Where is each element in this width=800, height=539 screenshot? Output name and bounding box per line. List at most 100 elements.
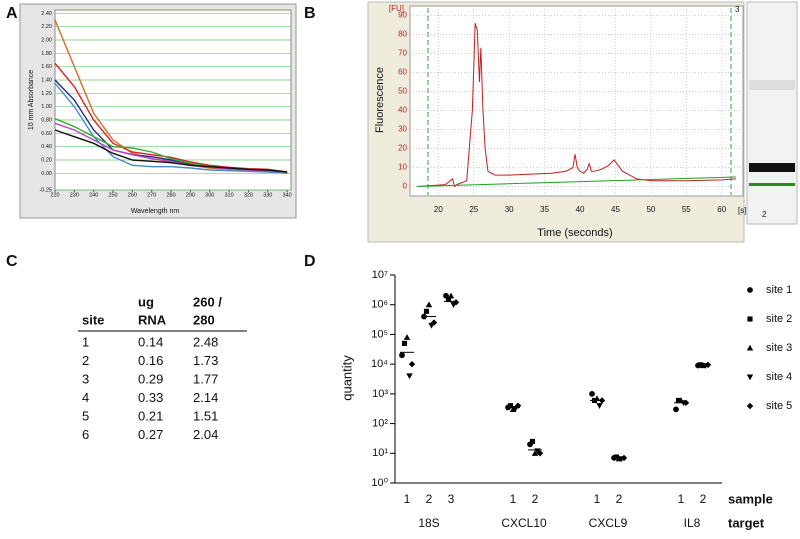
panel-b-plot (409, 5, 744, 197)
legend-label: site 1 (766, 284, 792, 296)
x-tick-label: 1 (510, 492, 517, 506)
gel-band (749, 80, 795, 90)
point (447, 292, 455, 299)
y-unit: [FU] (389, 4, 404, 13)
panel-label: B (304, 5, 316, 22)
series-line (417, 22, 736, 188)
group-label: 18S (418, 516, 439, 530)
y-tick-label: 10¹ (372, 447, 388, 459)
point (620, 454, 628, 462)
point (425, 301, 433, 308)
y-tick-label: 1.40 (41, 77, 52, 83)
x-tick-label: 40 (576, 205, 585, 214)
table-cell: 3 (82, 371, 89, 386)
y-tick-label: 70 (398, 49, 407, 58)
point (399, 352, 405, 359)
table-cell: 2.04 (193, 427, 218, 442)
x-tick-label: 2 (616, 492, 623, 506)
y-tick-label: 1.00 (41, 104, 52, 110)
table-cell: 0.29 (138, 371, 163, 386)
y-tick-label: 20 (398, 144, 407, 153)
x-tick-label: 310 (225, 192, 234, 198)
point (507, 403, 514, 409)
legend-marker (746, 374, 754, 381)
x-tick-label: 2 (700, 492, 707, 506)
x-axis-title: Wavelength nm (131, 208, 180, 215)
panel-label: C (6, 253, 18, 270)
table-cell: 4 (82, 390, 89, 405)
y-tick-label: 2.20 (41, 24, 52, 30)
y-tick-label: 1.80 (41, 51, 52, 57)
lane-label: 2 (762, 210, 767, 219)
x-unit: [s] (738, 206, 746, 215)
x-tick-label: 240 (89, 192, 98, 198)
gel-lane (746, 1, 798, 225)
y-tick-label: 10 (398, 163, 407, 172)
point (445, 296, 452, 303)
x-axis-title: Time (seconds) (537, 227, 612, 239)
table-header: 280 (193, 312, 215, 327)
panel-label: D (304, 253, 316, 270)
table-cell: 0.14 (138, 334, 163, 349)
point (675, 397, 682, 404)
point (408, 360, 416, 368)
point (536, 450, 544, 457)
y-tick-label: 10² (372, 417, 388, 429)
point (421, 313, 427, 320)
point (598, 397, 606, 404)
table-header: 260 / (193, 294, 222, 309)
x-tick-label: 30 (505, 205, 514, 214)
table-cell: 1.51 (193, 408, 218, 423)
y-axis-title: quantity (339, 355, 354, 401)
point (406, 373, 413, 380)
table-header: site (82, 312, 104, 327)
x-tick-label: 35 (540, 205, 549, 214)
point (401, 340, 408, 346)
y-tick-label: 90 (398, 11, 407, 20)
x-tick-label: 230 (70, 192, 79, 198)
y-tick-label: 0.40 (41, 144, 52, 150)
y-tick-label: 2.40 (41, 11, 52, 17)
x-tick-label: 270 (147, 192, 156, 198)
point (430, 319, 438, 326)
series-line (417, 176, 736, 187)
table-cell: 2.14 (193, 390, 218, 405)
x-tick-label: 1 (678, 492, 685, 506)
legend-label: site 4 (766, 371, 792, 383)
table-cell: 0.33 (138, 390, 163, 405)
legend-label: site 3 (766, 342, 792, 354)
table-header: ug (138, 294, 154, 309)
group-label: IL8 (684, 516, 701, 530)
x-tick-label: 340 (283, 192, 292, 198)
table-header: RNA (138, 312, 167, 327)
table-cell: 0.21 (138, 408, 163, 423)
table-cell: 0.27 (138, 427, 163, 442)
point (514, 402, 522, 409)
point (596, 403, 603, 409)
y-tick-label: 60 (398, 68, 407, 77)
x-tick-label: 2 (426, 492, 433, 506)
y-tick-label: -0.25 (39, 187, 52, 193)
x-tick-label: 55 (682, 205, 691, 214)
x-tick-label: 45 (611, 205, 620, 214)
y-tick-label: 0.80 (41, 117, 52, 123)
y-axis-title: Fluorescence (374, 67, 386, 133)
point (682, 399, 690, 407)
y-tick-label: 0.60 (41, 131, 52, 137)
y-tick-label: 10⁶ (371, 299, 388, 311)
point (423, 308, 430, 314)
y-tick-label: 10⁰ (371, 477, 388, 489)
y-tick-label: 1.20 (41, 91, 52, 97)
x-tick-label: 280 (166, 192, 175, 198)
group-label: CXCL10 (501, 516, 547, 530)
row-label: target (728, 515, 765, 530)
point (593, 395, 601, 402)
marker-label: 3 (735, 5, 740, 14)
gel-marker (749, 183, 795, 186)
x-tick-label: 60 (717, 205, 726, 214)
gel-band (749, 163, 795, 172)
point (673, 406, 679, 413)
point (704, 361, 712, 369)
table-cell: 2.48 (193, 334, 218, 349)
point (452, 299, 460, 306)
